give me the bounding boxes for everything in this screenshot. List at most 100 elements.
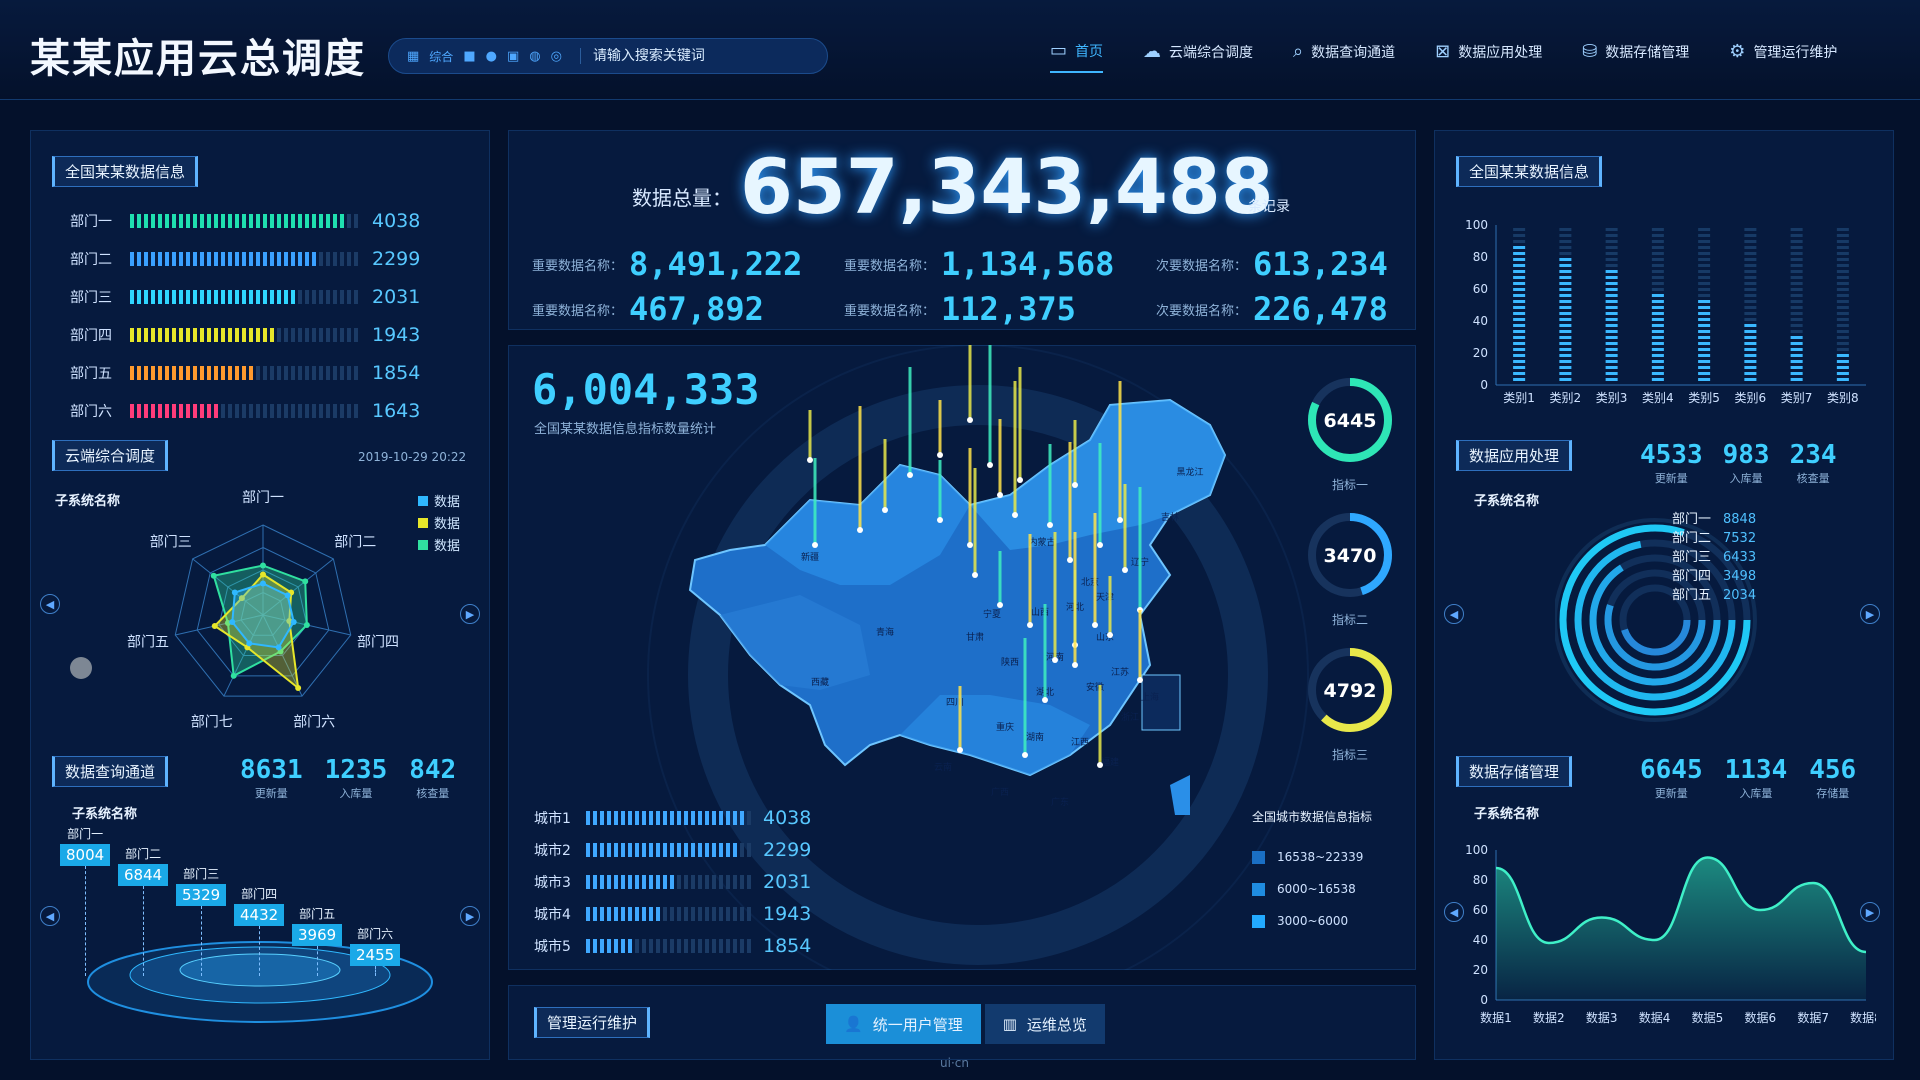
nav-data-storage[interactable]: ⛁ 数据存储管理 (1582, 41, 1690, 62)
ring-label: 部门四 (1672, 569, 1712, 584)
china-map[interactable]: 新疆西藏青海甘肃宁夏四川云南重庆湖北湖南广西广东福建江西安徽江苏浙江山东河南河北… (670, 345, 1230, 865)
metric: 1235 入库量 (325, 755, 388, 801)
radar-prev-arrow[interactable]: ◀ (40, 594, 60, 614)
bar-segment (607, 843, 611, 857)
bar-segment (221, 366, 225, 380)
storage-prev-arrow[interactable]: ◀ (1444, 902, 1464, 922)
bar-segment (614, 843, 618, 857)
bar-bg-segment (1651, 258, 1664, 261)
bar-bg-segment (1790, 264, 1803, 267)
gauge: 4792 指标三 (1300, 640, 1400, 763)
bar-segment (242, 214, 246, 228)
metric-label: 入库量 (1739, 787, 1773, 800)
query-tag-value: 8004 (60, 844, 111, 866)
storage-next-arrow[interactable]: ▶ (1860, 902, 1880, 922)
bar-segment (347, 366, 351, 380)
bar-bg-segment (1744, 306, 1757, 309)
bar-segment (291, 404, 295, 418)
map-legend: 全国城市数据信息指标 16538~22339 6000~16538 3000~6000 (1252, 808, 1402, 937)
bar-segment (340, 252, 344, 266)
metric: 234 核查量 (1790, 440, 1837, 486)
bar-segment (691, 811, 695, 825)
nav-cloud-dispatch[interactable]: ☁ 云端综合调度 (1143, 41, 1254, 62)
query-next-arrow[interactable]: ▶ (460, 906, 480, 926)
city-row: 城市5 1854 (534, 930, 914, 962)
bar-segment (1513, 330, 1526, 333)
process-icon: ⊠ (1435, 41, 1451, 62)
stat-value: 226,478 (1253, 290, 1388, 328)
bar-segment (1513, 360, 1526, 363)
grid-icon[interactable]: ▦ (407, 48, 420, 64)
bar-segment (656, 907, 660, 921)
bar-bg-segment (1790, 306, 1803, 309)
bar-segment (1698, 318, 1711, 321)
map-legend-swatch (1252, 850, 1265, 864)
ops-overview-button[interactable]: ▥ 运维总览 (984, 1004, 1105, 1044)
radial-rings-chart (1555, 518, 1757, 722)
radar-next-arrow[interactable]: ▶ (460, 604, 480, 624)
user-management-button[interactable]: 👤 统一用户管理 (826, 1004, 981, 1044)
app-process-subtitle: 子系统名称 (1474, 494, 1540, 509)
radar-point (231, 589, 238, 596)
nav-maintenance[interactable]: ⚙ 管理运行维护 (1729, 41, 1838, 62)
bar-segment (249, 404, 253, 418)
bar-segment (1513, 378, 1526, 381)
bar-segment (1836, 378, 1849, 381)
bar-segment (249, 366, 253, 380)
bar-segment (635, 875, 639, 889)
bar-bg-segment (1698, 282, 1711, 285)
platform-graphic (87, 941, 433, 1023)
bar-bg-segment (1790, 312, 1803, 315)
bar-segment (221, 252, 225, 266)
bar-segment (249, 328, 253, 342)
radar-axis-label: 部门七 (191, 714, 233, 730)
nav-home[interactable]: ▭ 首页 (1050, 40, 1104, 73)
circle-icon[interactable]: ● (485, 48, 497, 64)
bar-segment (1559, 324, 1572, 327)
search-category[interactable]: 综合 (429, 49, 454, 64)
bar-segment (193, 404, 197, 418)
target-icon[interactable]: ◎ (550, 48, 562, 64)
process-next-arrow[interactable]: ▶ (1860, 604, 1880, 624)
map-pin-dot (1137, 677, 1143, 683)
bar-segment (130, 404, 134, 418)
bar-segment (354, 404, 358, 418)
bar-segment (200, 328, 204, 342)
process-prev-arrow[interactable]: ◀ (1444, 604, 1464, 624)
bar-segment (312, 366, 316, 380)
radar-axis (175, 614, 264, 636)
scroll-knob[interactable] (70, 657, 92, 679)
image-icon[interactable]: ▣ (506, 48, 520, 64)
bar-segment (1790, 366, 1803, 369)
nav-data-query[interactable]: ⌕ 数据查询通道 (1293, 41, 1396, 62)
bar-segment (621, 843, 625, 857)
bar-segment (305, 214, 309, 228)
radar-grid (240, 591, 286, 636)
province-label: 上海 (1141, 691, 1159, 703)
dept-value: 2299 (372, 248, 421, 270)
folder-icon[interactable]: ■ (463, 48, 476, 64)
search-input[interactable] (579, 48, 810, 64)
bar-segment (144, 328, 148, 342)
query-prev-arrow[interactable]: ◀ (40, 906, 60, 926)
bar-segment (740, 907, 744, 921)
bar-segment (1559, 258, 1572, 261)
bar-bg-segment (1836, 300, 1849, 303)
bar-segment (586, 907, 590, 921)
metric-label: 核查量 (416, 787, 450, 800)
search-bar[interactable]: ▦ 综合 ■ ● ▣ ◍ ◎ (388, 38, 828, 74)
bar-segment (165, 290, 169, 304)
map-pin-dot (937, 452, 943, 458)
nav-data-process[interactable]: ⊠ 数据应用处理 (1435, 41, 1543, 62)
bar-segment (242, 404, 246, 418)
bar-segment (628, 843, 632, 857)
bar-bg-segment (1698, 252, 1711, 255)
bar-segment (340, 404, 344, 418)
bar-segment (1790, 336, 1803, 339)
bar-segment (340, 366, 344, 380)
bar-segment (277, 252, 281, 266)
query-tag: 部门五 3969 (292, 905, 343, 976)
bar-segment (193, 252, 197, 266)
globe-icon[interactable]: ◍ (529, 48, 541, 64)
bar-segment (179, 366, 183, 380)
